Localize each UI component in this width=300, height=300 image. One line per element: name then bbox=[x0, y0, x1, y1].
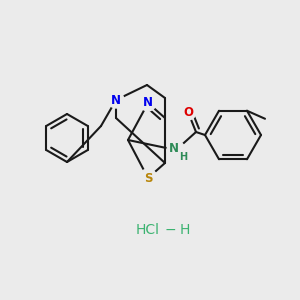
Text: N: N bbox=[169, 142, 179, 155]
Circle shape bbox=[140, 95, 156, 111]
Text: N: N bbox=[111, 94, 121, 106]
Text: S: S bbox=[144, 172, 152, 184]
Text: H: H bbox=[180, 223, 190, 237]
Text: O: O bbox=[183, 106, 193, 118]
Circle shape bbox=[167, 141, 185, 159]
Circle shape bbox=[180, 104, 196, 120]
Circle shape bbox=[139, 169, 157, 187]
Text: H: H bbox=[179, 152, 187, 162]
Circle shape bbox=[108, 92, 124, 108]
Text: N: N bbox=[143, 97, 153, 110]
Text: −: − bbox=[164, 223, 176, 237]
Text: HCl: HCl bbox=[136, 223, 160, 237]
